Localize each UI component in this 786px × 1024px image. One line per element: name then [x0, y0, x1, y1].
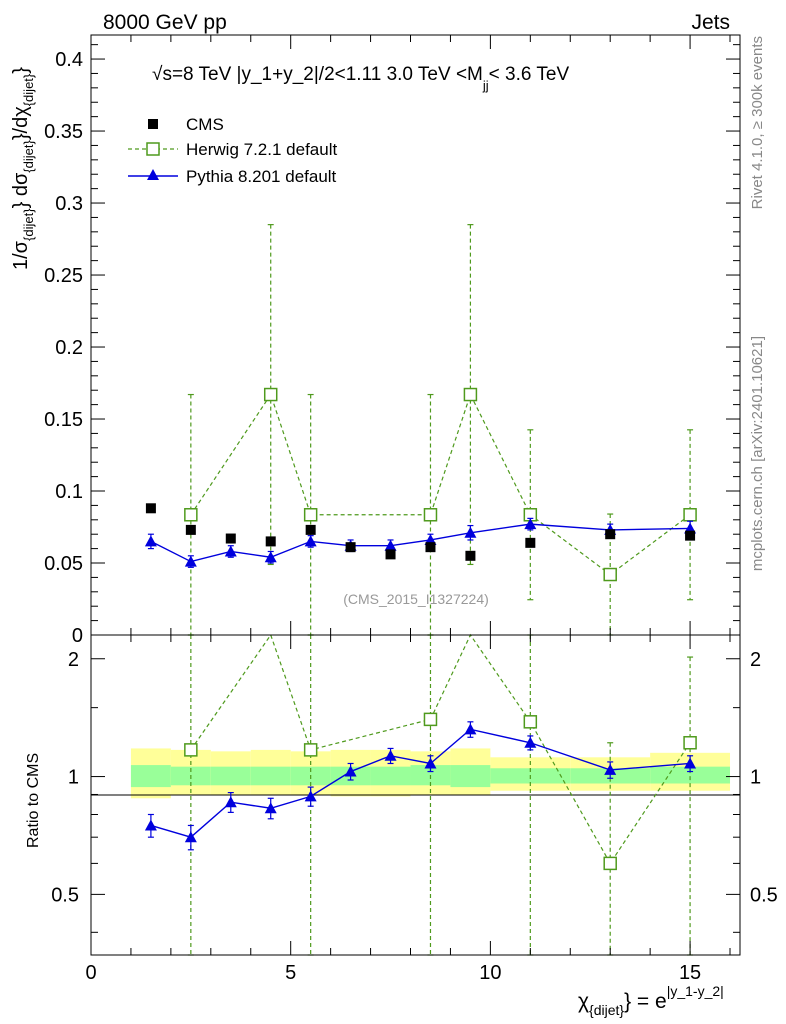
herwig-main-point	[683, 508, 697, 522]
pythia-main-point	[384, 539, 397, 551]
x-axis-label: χ{dijet}} = e|y_1-y_2|	[578, 983, 724, 1018]
main-y-tick-label: 0.05	[44, 553, 83, 575]
herwig-main-point	[423, 508, 438, 522]
main-y-tick-label: 0.15	[44, 409, 83, 431]
ratio-y-tick-label: 0.5	[51, 884, 79, 906]
pythia-main-point	[524, 518, 537, 530]
rivet-version-label: Rivet 4.1.0, ≥ 300k events	[749, 36, 766, 209]
legend-label-herwig: Herwig 7.2.1 default	[186, 140, 337, 159]
pythia-ratio-point	[524, 736, 537, 748]
pythia-ratio-point	[684, 757, 697, 769]
legend: CMS Herwig 7.2.1 default Pythia 8.201 de…	[128, 115, 337, 186]
legend-marker-herwig	[146, 142, 160, 156]
main-y-tick-label: 0	[72, 625, 83, 647]
main-y-tick-label: 0.35	[44, 121, 83, 143]
main-y-tick-label: 0.25	[44, 265, 83, 287]
pythia-main-point	[264, 551, 277, 563]
ratio-band-inner	[650, 766, 731, 784]
ratio-band-inner	[250, 766, 291, 786]
ratio-panel: 0 5 10 15 0.5 0.5 1 1 2 2	[51, 633, 778, 984]
ratio-y-tick-label: 2	[68, 649, 79, 671]
pythia-ratio-point	[424, 757, 437, 769]
pythia-main-point	[224, 545, 237, 557]
legend-marker-cms	[148, 119, 158, 129]
ratio-band-inner	[370, 766, 411, 786]
herwig-ratio-point	[603, 856, 617, 871]
pythia-ratio-point	[384, 749, 397, 761]
cms-data-point	[685, 530, 696, 541]
pythia-ratio-line	[150, 728, 691, 838]
pythia-ratio-point	[344, 765, 357, 777]
pythia-ratio-point	[464, 723, 477, 735]
cms-data-point	[525, 537, 536, 548]
main-y-tick-label: 0.3	[55, 193, 83, 215]
pythia-ratio-point	[184, 831, 197, 843]
herwig-ratio-point	[303, 743, 318, 757]
legend-marker-pythia	[147, 169, 159, 180]
pythia-main-point	[304, 535, 317, 547]
chart-title: √s=8 TeV |y_1+y_2|/2<1.11 3.0 TeV <Mjj< …	[152, 64, 569, 93]
cms-data-point	[605, 529, 616, 540]
ratio-y-tick-label-right: 1	[750, 767, 761, 789]
herwig-main-point	[463, 387, 478, 402]
herwig-ratio-line	[190, 633, 691, 865]
pythia-ratio-point	[264, 802, 277, 814]
cms-data-point	[185, 524, 196, 535]
mcplots-label: mcplots.cern.ch [arXiv:2401.10621]	[749, 336, 766, 571]
pythia-ratio-point	[224, 796, 237, 808]
cms-data-point	[265, 536, 276, 547]
pythia-ratio-point	[304, 790, 317, 802]
cms-data-point	[425, 542, 436, 553]
pythia-main-line	[150, 523, 691, 563]
ratio-y-tick-label-right: 0.5	[750, 884, 778, 906]
main-y-tick-label: 0.4	[55, 49, 83, 71]
pythia-main-point	[144, 535, 157, 547]
cms-data-point	[385, 549, 396, 560]
pythia-ratio-point	[604, 763, 617, 775]
pythia-ratio-point	[144, 819, 157, 831]
header-beam-label: 8000 GeV pp	[103, 11, 227, 34]
legend-label-pythia: Pythia 8.201 default	[186, 167, 337, 186]
analysis-watermark: (CMS_2015_I1327224)	[343, 591, 489, 607]
ratio-y-axis-label: Ratio to CMS	[25, 753, 42, 848]
main-panel: 0 0.05 0.1 0.15 0.2 0.25 0.3 0.35 0.4	[44, 34, 741, 647]
main-y-tick-label: 0.2	[55, 337, 83, 359]
main-y-axis-label: 1/σ{dijet}} dσ{dijet}}/dχ{dijet}}	[10, 67, 36, 270]
pythia-main-point	[184, 555, 197, 567]
herwig-main-point	[303, 508, 318, 522]
x-tick-label: 15	[679, 962, 701, 984]
cms-data-point	[145, 503, 156, 514]
herwig-ratio-point	[423, 712, 438, 727]
ratio-y-tick-label-right: 2	[750, 649, 761, 671]
cms-data-point	[225, 533, 236, 544]
x-tick-label: 5	[285, 962, 296, 984]
ratio-band-inner	[210, 766, 251, 786]
x-tick-label: 10	[479, 962, 501, 984]
cms-data-point	[345, 542, 356, 553]
ratio-band-inner	[450, 765, 491, 788]
x-tick-label: 0	[85, 962, 96, 984]
legend-label-cms: CMS	[186, 115, 224, 134]
cms-data-point	[465, 550, 476, 561]
main-y-tick-label: 0.1	[55, 481, 83, 503]
ratio-frame	[90, 634, 741, 956]
pythia-main-point	[464, 526, 477, 538]
herwig-main-point	[603, 567, 617, 582]
herwig-main-point	[263, 387, 278, 402]
herwig-ratio-point	[523, 715, 538, 729]
herwig-ratio-point	[683, 736, 697, 750]
cms-data-point	[305, 524, 316, 535]
herwig-ratio-point	[184, 743, 198, 757]
header-process-label: Jets	[691, 11, 730, 34]
ratio-band-inner	[130, 765, 171, 788]
herwig-main-point	[184, 508, 198, 522]
herwig-main-line	[190, 392, 691, 576]
ratio-y-tick-label: 1	[68, 767, 79, 789]
